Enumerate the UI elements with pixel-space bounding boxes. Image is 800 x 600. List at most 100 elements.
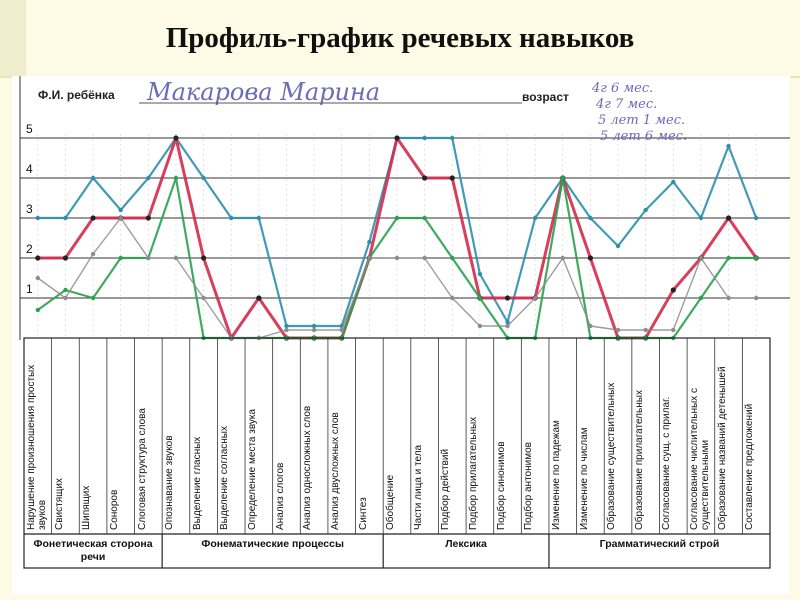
series-3-point	[118, 255, 123, 261]
category-label: Выделение гласных	[191, 436, 203, 530]
series-3-point	[90, 295, 96, 301]
series-4-point	[615, 327, 621, 333]
series-4-point	[532, 295, 538, 301]
series-4-point	[118, 215, 123, 221]
title-bar: Профиль-график речевых навыков	[0, 0, 800, 78]
category-label: Образование прилагательных	[633, 390, 645, 530]
series-3-point	[173, 175, 179, 181]
category-label: Подбор прилагательных	[468, 416, 480, 530]
series-4-point	[146, 255, 151, 261]
series-4-point	[284, 327, 289, 333]
series-1-point	[229, 215, 234, 221]
series-4-point	[173, 255, 179, 261]
series-4-point	[201, 295, 206, 301]
series-4-point	[560, 255, 565, 261]
category-label: Синтез	[357, 497, 369, 530]
category-label: Подбор действий	[440, 448, 452, 530]
group-label: Грамматический строй	[599, 538, 720, 550]
title-accent	[0, 0, 26, 76]
y-tick-4: 4	[26, 162, 33, 176]
name-handwriting: Макарова Марина	[139, 78, 522, 106]
series-4-point	[588, 323, 593, 329]
series-1-point	[532, 215, 538, 221]
series-2-point	[504, 295, 511, 301]
series-3-point	[753, 255, 759, 261]
series-4-point	[643, 327, 648, 333]
group-label: Фонематические процессы	[201, 538, 344, 550]
age-4: 5 лет 6 мес.	[600, 129, 687, 144]
series-2-point	[587, 255, 594, 261]
category-label: Слоговая структура слова	[136, 408, 148, 530]
series-2-point	[449, 175, 455, 181]
category-label: Подбор антонимов	[523, 442, 535, 530]
series-2-point	[35, 255, 41, 261]
series-1-point	[726, 143, 731, 149]
series-4-point	[35, 275, 41, 281]
series-2-point	[422, 175, 428, 181]
series-3-point	[394, 215, 400, 221]
age-1: 4г 6 мес.	[591, 81, 653, 96]
series-4-point	[505, 323, 510, 329]
child-name: Макарова Марина	[146, 78, 380, 106]
series-2-point	[173, 135, 179, 141]
series-1-point	[615, 243, 621, 249]
category-label: Согласование сущ. с прилаг.	[661, 396, 673, 530]
group-label: Фонетическая сторона речи	[33, 538, 153, 563]
series-4-point	[311, 327, 317, 333]
y-tick-2: 2	[26, 242, 33, 256]
category-label: Нарушение произношения простых звуков	[26, 364, 48, 530]
series-4-point	[90, 251, 96, 257]
series-1-point	[698, 215, 704, 221]
category-label: Согласование числительных с существитель…	[689, 388, 712, 530]
category-label: Образование названий детенышей	[716, 366, 728, 530]
category-label: Образование существительных	[606, 382, 618, 530]
series-4-point	[726, 295, 731, 301]
series-2-point	[725, 215, 732, 221]
series-2-point	[90, 215, 96, 221]
series-4-point	[450, 295, 455, 301]
series-4-point	[753, 295, 759, 301]
series-2-point	[394, 135, 400, 141]
age-3: 5 лет 1 мес.	[598, 113, 685, 128]
series-4-point	[394, 255, 400, 261]
series-1-point	[588, 215, 593, 221]
category-label: Соноров	[108, 489, 120, 530]
series-2-point	[200, 255, 207, 261]
series-1-point	[671, 179, 676, 185]
series-2-point	[62, 255, 69, 261]
chart-sheet: 1 2 3 4 5 Ф.И. ребёнка Макарова Марина возра…	[12, 76, 790, 594]
category-label: Составление предложений	[744, 403, 756, 530]
series-3-point	[698, 295, 704, 301]
profile-chart: 1 2 3 4 5	[19, 76, 790, 569]
series-4-point	[671, 327, 676, 333]
category-label: Анализ слогов	[274, 462, 286, 530]
series-3-point	[726, 255, 731, 261]
category-label: Шипящих	[81, 485, 93, 530]
series-3-point	[477, 295, 483, 301]
age-label: возраст	[522, 90, 569, 104]
category-label: Подбор синонимов	[495, 441, 507, 530]
category-label: Изменение по падежам	[550, 420, 562, 530]
series-2-point	[256, 295, 262, 301]
series-3-point	[35, 307, 41, 313]
category-label: Части лица и тела	[412, 444, 424, 530]
series-1-point	[311, 323, 317, 329]
series-4-point	[339, 327, 344, 333]
series-3-point	[450, 255, 455, 261]
category-label: Опознавание звуков	[164, 435, 176, 530]
series-4-point	[367, 255, 372, 261]
y-tick-5: 5	[26, 122, 33, 136]
table-frame	[23, 337, 771, 569]
series-2-point	[145, 215, 151, 221]
series-3-point	[422, 215, 427, 221]
category-label: Анализ односложных слов	[302, 405, 314, 530]
series-1-point	[450, 135, 455, 141]
y-tick-1: 1	[26, 282, 33, 296]
series-4-point	[63, 295, 68, 301]
series-2-point	[670, 287, 676, 293]
series-1-point	[90, 175, 96, 181]
category-label: Свистящих	[53, 478, 65, 530]
series-4-point	[698, 255, 704, 261]
age-2: 4г 7 мес.	[595, 97, 657, 112]
category-label: Выделение согласных	[219, 426, 231, 530]
